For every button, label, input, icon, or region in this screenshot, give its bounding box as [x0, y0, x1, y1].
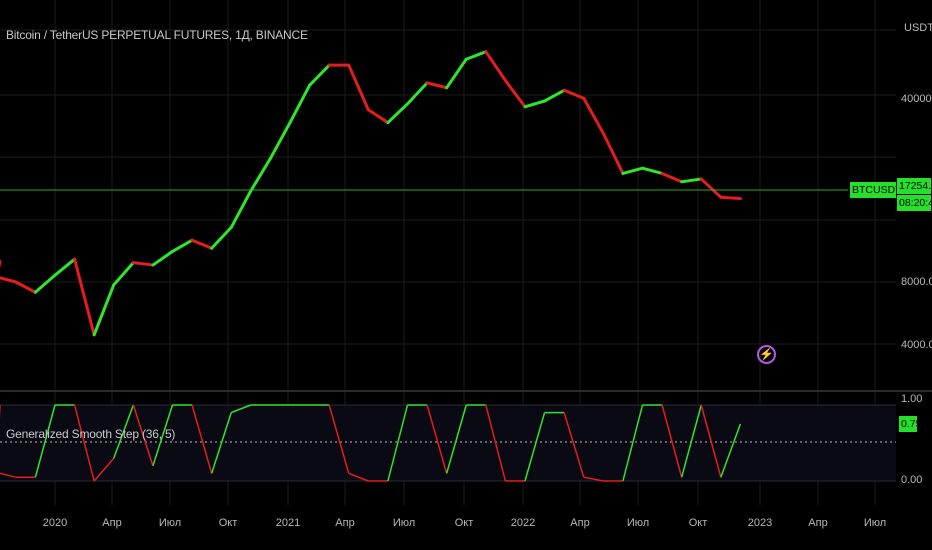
time-axis-label: 2020 [42, 517, 68, 529]
price-axis-label: 4000.0 [901, 339, 932, 351]
time-axis-label: 2021 [275, 517, 301, 529]
indicator-segment [191, 404, 213, 474]
price-segment [0, 276, 18, 284]
price-unit-label: USDT [904, 22, 932, 34]
price-segment [92, 283, 116, 337]
time-axis-label: Апр [808, 517, 828, 529]
lightning-icon[interactable]: ⚡ [757, 345, 776, 364]
time-axis-label: 2022 [510, 517, 536, 529]
indicator-segment [0, 472, 17, 478]
price-segment [112, 261, 135, 287]
indicator-segment [210, 412, 232, 474]
price-segment [699, 177, 723, 199]
indicator-segment [230, 404, 252, 414]
time-axis-label: Апр [335, 517, 355, 529]
indicator-segment [485, 404, 507, 482]
indicator-segment [426, 404, 448, 474]
price-segment [543, 88, 566, 103]
indicator-segment [132, 404, 154, 467]
price-segment [190, 238, 214, 250]
indicator-segment [622, 404, 644, 482]
price-segment [229, 189, 253, 229]
price-segment [464, 50, 488, 61]
price-segment [719, 195, 742, 201]
indicator-segment [34, 404, 56, 478]
price-segment [425, 81, 449, 90]
price-segment [503, 78, 527, 109]
price-segment [73, 257, 96, 337]
indicator-segment [152, 404, 174, 467]
price-segment [14, 280, 37, 294]
price-segment [523, 99, 547, 109]
indicator-segment [387, 404, 409, 482]
time-axis-label: Июл [158, 517, 182, 529]
time-axis-label: Июл [863, 517, 887, 529]
indicator-axis-label: 0.00 [901, 474, 923, 486]
price-segment [484, 50, 507, 82]
indicator-segment [720, 423, 742, 478]
price-segment [366, 108, 390, 125]
price-segment [582, 96, 605, 135]
time-axis-label: Июл [392, 517, 416, 529]
last-price-tag[interactable]: 17254.8 [897, 178, 932, 194]
indicator-segment [73, 404, 95, 482]
countdown-tag: 08:20:42 [897, 195, 932, 211]
time-axis-label: Окт [454, 517, 474, 529]
price-segment [445, 57, 468, 90]
indicator-segment [348, 472, 369, 482]
price-series [0, 50, 742, 337]
indicator-segment [700, 404, 722, 478]
indicator-segment [583, 476, 604, 482]
indicator-segment [563, 412, 585, 478]
indicator-segment [661, 404, 683, 478]
indicator-title[interactable]: Generalized Smooth Step (36, 5) [6, 427, 176, 441]
price-segment [347, 63, 370, 112]
time-axis-label: 2023 [747, 517, 773, 529]
symbol-price-tag[interactable]: BTCUSDTPERP [850, 182, 931, 198]
indicator-value-tag: 0.75 [899, 416, 922, 432]
indicator-segment [328, 404, 350, 474]
price-segment [171, 238, 194, 253]
price-segment [660, 171, 684, 184]
time-axis-label: Окт [218, 517, 238, 529]
indicator-axis-label: 1.00 [901, 393, 923, 405]
price-segment [308, 63, 331, 87]
indicator-segment [113, 404, 135, 459]
price-segment [288, 83, 312, 125]
chart-title[interactable]: Bitcoin / TetherUS PERPETUAL FUTURES, 1Д… [6, 28, 308, 42]
time-axis-label: Июл [626, 517, 650, 529]
price-segment [33, 273, 57, 294]
time-axis-label: Апр [570, 517, 590, 529]
price-axis-label: 8000.0 [901, 276, 932, 288]
price-segment [131, 261, 155, 267]
price-segment [386, 102, 409, 125]
price-segment [406, 81, 429, 106]
price-axis-label: 40000.0 [901, 93, 932, 105]
price-segment [680, 177, 703, 184]
indicator-segment [680, 404, 702, 478]
indicator-segment [524, 412, 546, 482]
price-segment [268, 121, 292, 160]
price-segment [601, 131, 625, 175]
price-segment [210, 225, 233, 250]
price-segment [151, 249, 174, 267]
price-segment [621, 166, 644, 175]
price-segment [249, 156, 272, 193]
price-segment [53, 257, 77, 277]
indicator-segment [445, 404, 467, 474]
time-axis-label: Окт [688, 517, 708, 529]
price-segment [562, 88, 586, 100]
time-axis-label: Апр [102, 517, 122, 529]
indicator-segment [93, 457, 115, 482]
price-segment [641, 166, 664, 175]
indicator-series [0, 404, 742, 482]
